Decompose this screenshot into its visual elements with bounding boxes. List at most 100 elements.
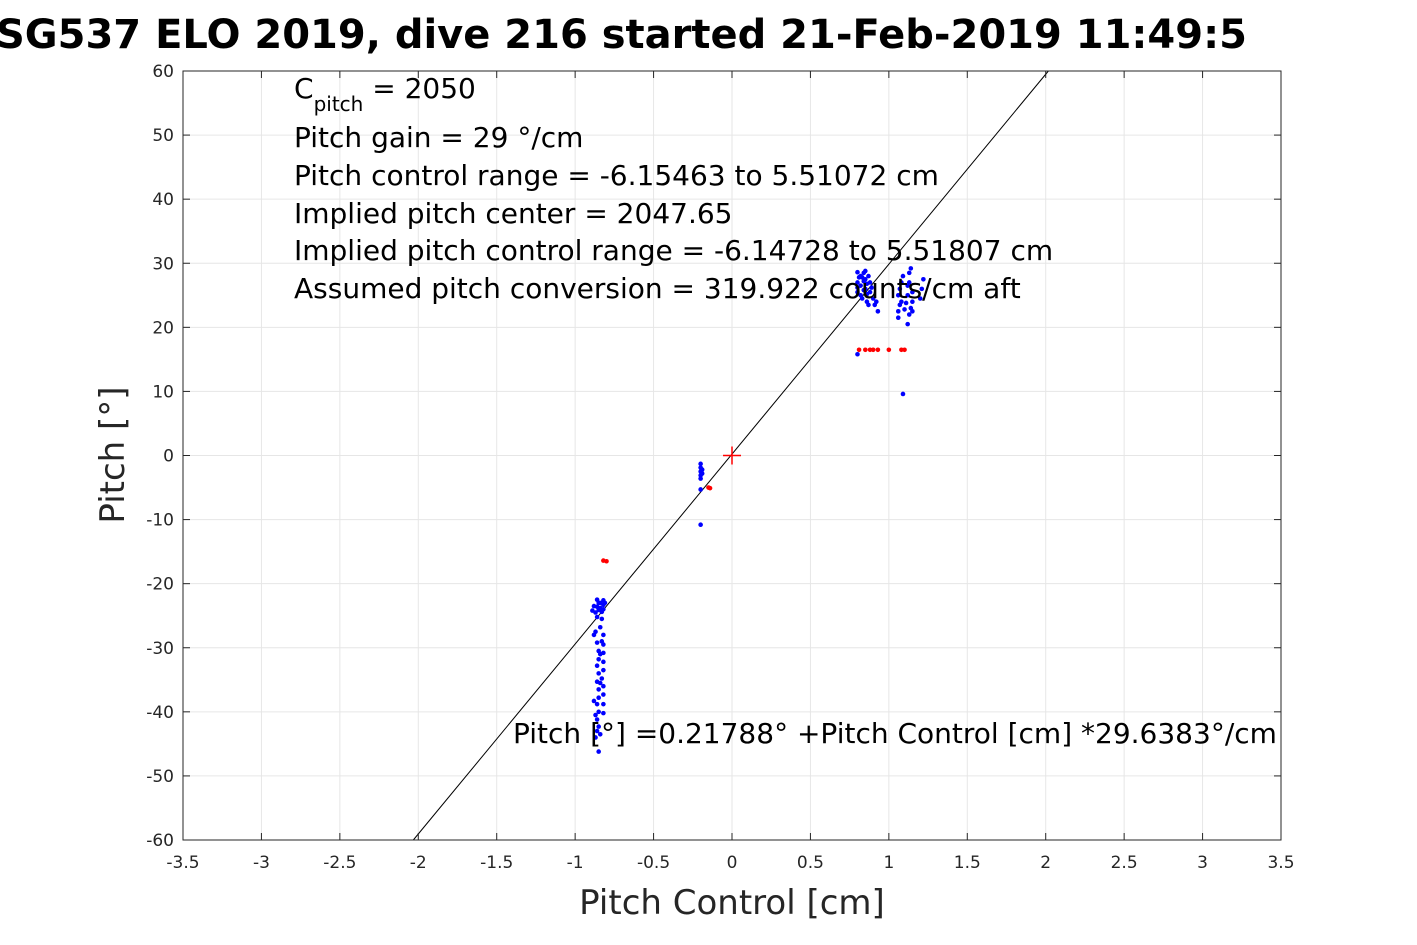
data-point — [859, 296, 865, 301]
data-point — [596, 656, 601, 662]
data-point — [902, 347, 907, 353]
data-point — [902, 307, 907, 312]
x-tick-label: -2.5 — [323, 853, 356, 873]
data-point — [906, 270, 912, 276]
data-point — [895, 309, 901, 314]
data-point — [905, 292, 910, 298]
data-point — [886, 347, 892, 353]
data-point — [863, 286, 868, 292]
data-point — [596, 671, 601, 676]
data-point — [591, 698, 597, 704]
data-point — [875, 347, 881, 353]
y-tick-label: 20 — [152, 318, 174, 338]
data-point — [596, 724, 601, 729]
data-point — [597, 680, 603, 686]
y-tick-label: 10 — [152, 382, 174, 402]
x-tick-label: 1.5 — [954, 853, 981, 873]
data-point — [597, 651, 603, 657]
data-point — [874, 299, 879, 305]
y-tick-label: 60 — [152, 62, 174, 82]
x-tick-label: 2.5 — [1111, 853, 1138, 873]
data-point — [905, 321, 910, 327]
data-point — [869, 285, 874, 290]
data-point — [903, 300, 909, 306]
data-point — [867, 289, 873, 295]
data-point — [908, 266, 914, 271]
data-point — [593, 712, 598, 718]
data-point — [899, 280, 904, 285]
data-point — [858, 283, 863, 288]
data-point — [601, 667, 606, 673]
grid-lines — [182, 70, 1282, 841]
x-tick-label: -3 — [253, 853, 270, 873]
data-point — [599, 616, 605, 622]
c-pitch-main: C — [294, 72, 314, 105]
y-tick-label: 30 — [152, 254, 174, 274]
data-point — [591, 603, 597, 609]
data-point — [910, 299, 915, 305]
pitch-control-range-annotation: Pitch control range = -6.15463 to 5.5107… — [294, 159, 939, 192]
y-tick-label: -20 — [146, 575, 174, 595]
y-tick-label: 0 — [163, 447, 174, 467]
plot-frame — [182, 70, 1282, 841]
x-tick-label: 3.5 — [1267, 853, 1294, 873]
implied-pitch-center-annotation: Implied pitch center = 2047.65 — [294, 197, 732, 230]
data-point — [596, 709, 601, 715]
data-point — [870, 296, 876, 301]
data-point — [855, 280, 860, 285]
data-point — [917, 296, 923, 301]
data-point — [855, 269, 860, 275]
data-point — [597, 624, 603, 630]
y-tick-label: -60 — [146, 831, 174, 851]
y-tick-labels: -60 -50 -40 -30 -20 -10 0 10 20 30 40 50 60 — [146, 62, 174, 851]
data-point — [698, 522, 703, 528]
data-point — [875, 309, 881, 314]
data-point — [698, 476, 703, 481]
c-pitch-annotation: Cpitch = 2050 — [294, 72, 476, 116]
x-tick-label: 1 — [883, 853, 894, 873]
data-points-layer — [590, 266, 926, 754]
axes-frame — [182, 70, 1282, 841]
x-tick-label: 2 — [1040, 853, 1051, 873]
pitch-conversion-annotation: Assumed pitch conversion = 319.922 count… — [294, 272, 1021, 305]
data-point — [895, 315, 901, 321]
data-point — [599, 639, 605, 644]
data-point — [591, 632, 597, 638]
data-point — [594, 640, 600, 645]
data-point — [601, 710, 606, 716]
data-point — [900, 391, 906, 397]
y-tick-label: 50 — [152, 126, 174, 146]
data-point — [596, 687, 601, 692]
x-tick-label: 0 — [727, 853, 738, 873]
x-tick-labels: -3.5 -3 -2.5 -2 -1.5 -1 -0.5 0 0.5 1 1.5 2 2.5 3 3.5 — [166, 853, 1294, 873]
data-point — [921, 276, 926, 282]
data-point — [596, 695, 601, 701]
x-tick-label: -0.5 — [637, 853, 670, 873]
data-point — [855, 351, 860, 357]
data-point — [601, 659, 606, 665]
pitch-gain-annotation: Pitch gain = 29 °/cm — [294, 121, 583, 154]
data-point — [859, 275, 865, 280]
data-point — [863, 347, 868, 353]
data-point — [597, 731, 603, 737]
data-point — [867, 280, 873, 285]
data-point — [895, 292, 901, 298]
data-point — [866, 302, 871, 308]
data-point — [599, 676, 605, 681]
data-point — [601, 683, 606, 689]
data-point — [863, 268, 868, 274]
center-marker-layer — [723, 446, 741, 465]
data-point — [906, 280, 912, 285]
data-point — [698, 461, 703, 467]
annotation-block: Cpitch = 2050 Pitch gain = 29 °/cm Pitch… — [294, 72, 1277, 750]
data-point — [870, 347, 876, 353]
data-point — [596, 749, 601, 754]
x-tick-label: -2 — [410, 853, 427, 873]
y-tick-label: -40 — [146, 703, 174, 723]
data-point — [699, 471, 705, 476]
data-point — [604, 558, 609, 564]
data-point — [856, 347, 862, 353]
y-tick-label: -30 — [146, 639, 174, 659]
data-point — [594, 717, 600, 722]
